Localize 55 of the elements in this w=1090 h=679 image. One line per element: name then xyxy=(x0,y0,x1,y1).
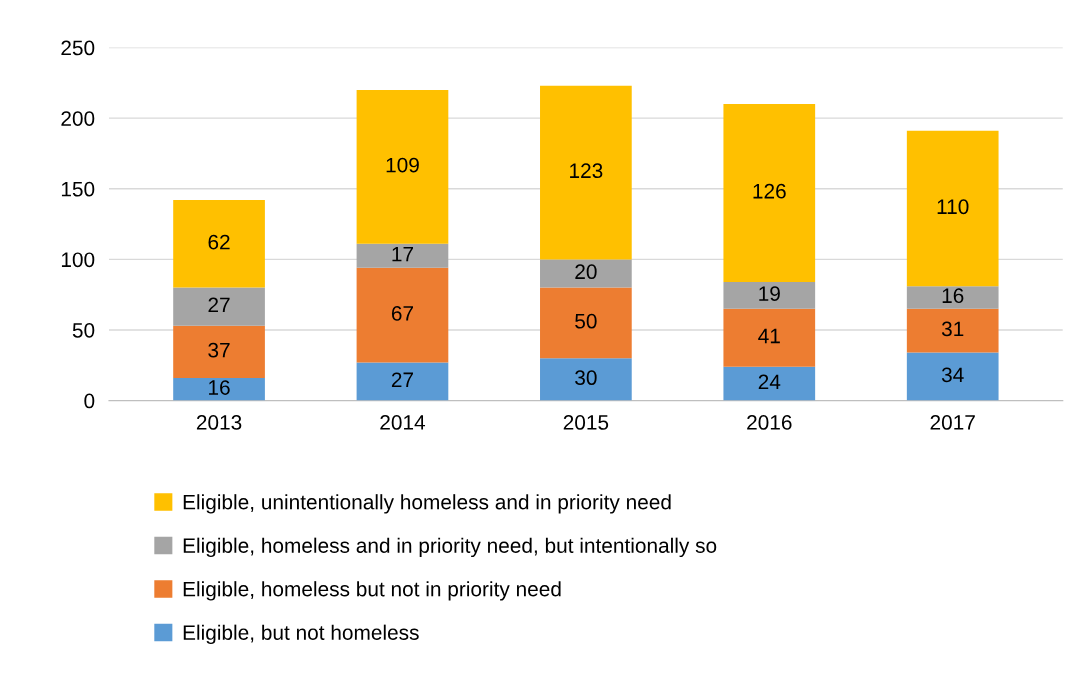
data-label: 50 xyxy=(575,313,597,329)
bar xyxy=(723,281,816,309)
bar xyxy=(356,89,449,244)
data-label: 20 xyxy=(575,264,597,280)
bar xyxy=(906,352,999,401)
bar xyxy=(540,358,632,401)
data-label: 17 xyxy=(392,246,413,262)
data-label: 41 xyxy=(758,328,780,344)
data-label: 34 xyxy=(941,367,964,383)
x-tick-label: 2017 xyxy=(930,415,975,430)
bar xyxy=(173,287,265,326)
data-label: 67 xyxy=(391,306,413,321)
data-label: 109 xyxy=(386,157,419,173)
y-tick-label: 50 xyxy=(72,323,95,338)
data-label: 27 xyxy=(208,297,230,313)
bar xyxy=(173,325,265,379)
bar xyxy=(540,85,632,260)
data-label: 16 xyxy=(209,380,230,395)
bar xyxy=(723,308,816,367)
data-label: 30 xyxy=(575,370,597,386)
bar xyxy=(356,243,449,268)
data-label: 31 xyxy=(941,321,964,337)
legend-label: Eligible, unintentionally homeless and in priority need xyxy=(183,494,671,514)
bar xyxy=(173,200,265,288)
y-tick-label: 200 xyxy=(61,111,95,126)
y-tick-label: 0 xyxy=(84,393,95,409)
data-label: 16 xyxy=(942,288,964,304)
y-tick-label: 100 xyxy=(61,252,95,268)
bar xyxy=(723,366,816,401)
y-tick-label: 250 xyxy=(61,40,95,56)
bar xyxy=(540,287,632,359)
data-label: 19 xyxy=(759,286,780,301)
data-label: 126 xyxy=(753,183,786,199)
data-label: 27 xyxy=(391,372,413,387)
x-tick-label: 2013 xyxy=(196,415,242,430)
x-tick-label: 2014 xyxy=(380,415,426,430)
bar xyxy=(723,104,816,282)
data-label: 37 xyxy=(208,342,230,358)
x-tick-label: 2016 xyxy=(747,415,792,430)
data-label: 62 xyxy=(208,234,230,250)
y-tick-label: 150 xyxy=(61,181,95,197)
bar xyxy=(540,259,632,288)
data-label: 24 xyxy=(758,374,781,390)
legend-label: Eligible, homeless and in priority need, but intentionally so xyxy=(183,537,717,558)
legend-label: Eligible, but not homeless xyxy=(183,624,419,645)
data-label: 123 xyxy=(570,163,603,179)
data-label: 110 xyxy=(937,199,969,215)
bar xyxy=(906,308,999,353)
bar xyxy=(356,362,449,401)
bar xyxy=(173,378,265,401)
bar xyxy=(356,267,449,363)
legend-label: Eligible, homeless but not in priority need xyxy=(183,581,561,601)
x-tick-label: 2015 xyxy=(563,415,609,430)
bar xyxy=(906,130,999,287)
bar xyxy=(906,286,999,309)
